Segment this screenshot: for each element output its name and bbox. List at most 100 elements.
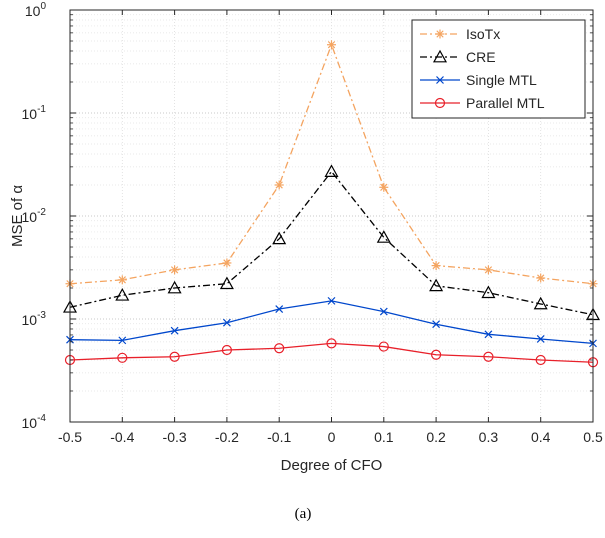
marker-x-stroke: [327, 296, 336, 305]
data-point-single-mtl: [275, 305, 284, 313]
data-point-parallel-mtl: [431, 349, 442, 360]
data-point-single-mtl: [118, 336, 127, 345]
marker-triangle: [219, 276, 234, 290]
data-point-cre: [533, 296, 548, 310]
data-point-single-mtl: [327, 296, 336, 305]
data-point-single-mtl: [379, 307, 388, 316]
marker-asterisk-stroke: [484, 266, 493, 274]
data-point-single-mtl: [222, 318, 231, 327]
marker-circle: [483, 351, 494, 362]
series-layer: [62, 40, 601, 368]
data-point-isotx: [170, 265, 180, 275]
data-point-parallel-mtl: [326, 338, 337, 349]
legend-marker-isotx: [435, 29, 445, 39]
data-point-cre: [324, 164, 339, 177]
marker-triangle: [272, 231, 287, 245]
marker-x-stroke: [432, 320, 441, 329]
marker-circle: [535, 354, 546, 366]
x-tick-label: -0.5: [58, 429, 82, 445]
marker-circle: [117, 352, 128, 363]
marker-asterisk-stroke: [118, 276, 126, 284]
x-tick-label: 0.3: [479, 429, 499, 445]
x-tick-label: -0.3: [163, 429, 187, 445]
legend-label-isotx: IsoTx: [466, 26, 500, 42]
data-point-cre: [429, 278, 444, 292]
data-point-isotx: [483, 265, 493, 275]
marker-circle: [274, 343, 285, 354]
legend-label-single-mtl: Single MTL: [466, 72, 537, 88]
legend-item-single-mtl: Single MTL: [420, 72, 537, 88]
data-point-parallel-mtl: [274, 343, 285, 354]
data-point-single-mtl: [484, 330, 493, 339]
legend-marker-parallel-mtl: [434, 97, 446, 109]
data-point-parallel-mtl: [535, 354, 546, 366]
y-tick-label: 10-1: [22, 104, 47, 122]
figure-caption: (a): [295, 506, 312, 522]
series-parallel-mtl: [64, 338, 599, 368]
marker-asterisk-stroke: [327, 41, 336, 49]
legend-marker-single-mtl: [436, 76, 444, 84]
marker-circle: [378, 341, 389, 352]
x-tick-label: -0.2: [215, 429, 239, 445]
x-tick-label: 0.1: [374, 429, 394, 445]
marker-asterisk-stroke: [170, 266, 179, 274]
marker-circle: [169, 351, 180, 362]
series-cre: [62, 164, 601, 321]
data-point-cre: [167, 280, 182, 294]
data-point-parallel-mtl: [378, 341, 389, 352]
marker-triangle: [324, 164, 339, 177]
marker-x-stroke: [379, 307, 388, 316]
marker-asterisk-stroke: [380, 183, 388, 191]
y-axis-title: MSE of α: [9, 185, 26, 247]
legend-box: [411, 19, 586, 119]
legend-item-parallel-mtl: Parallel MTL: [420, 95, 545, 111]
data-point-isotx: [274, 180, 284, 190]
marker-x-stroke: [484, 330, 493, 339]
data-point-isotx: [222, 258, 232, 268]
data-point-single-mtl: [432, 320, 441, 329]
legend-label-parallel-mtl: Parallel MTL: [466, 95, 545, 111]
x-tick-label: 0: [328, 429, 336, 445]
marker-triangle: [429, 278, 444, 292]
marker-x-stroke: [436, 76, 444, 84]
legend-item-cre: CRE: [420, 49, 496, 65]
legend-marker-cre: [432, 49, 448, 63]
legend-item-isotx: IsoTx: [420, 26, 500, 42]
data-point-single-mtl: [170, 326, 179, 335]
x-tick-label: -0.1: [267, 429, 291, 445]
x-tick-label: 0.5: [583, 429, 603, 445]
y-tick-label: 10-4: [22, 413, 47, 431]
data-point-single-mtl: [536, 335, 545, 343]
marker-x-stroke: [170, 326, 179, 335]
marker-asterisk-stroke: [436, 30, 444, 38]
data-point-isotx: [431, 261, 441, 271]
data-point-parallel-mtl: [169, 351, 180, 362]
marker-triangle: [533, 296, 548, 310]
y-tick-label: 100: [25, 1, 47, 19]
data-point-isotx: [117, 275, 127, 285]
data-point-cre: [219, 276, 234, 290]
marker-triangle: [481, 285, 496, 299]
marker-circle: [434, 97, 446, 109]
marker-asterisk-stroke: [223, 259, 231, 267]
y-tick-label: 10-2: [22, 207, 47, 225]
marker-asterisk-stroke: [537, 274, 545, 282]
marker-circle: [326, 338, 337, 349]
marker-circle: [221, 344, 232, 356]
data-point-cre: [376, 230, 391, 243]
legend: IsoTx CRE Single MTL Parallel MTL: [411, 19, 586, 119]
marker-triangle: [432, 49, 448, 63]
data-point-parallel-mtl: [221, 344, 232, 356]
marker-asterisk-stroke: [432, 261, 440, 270]
series-single-mtl: [66, 296, 597, 348]
marker-x-stroke: [536, 335, 545, 343]
marker-x-stroke: [118, 336, 127, 345]
series-line-parallel-mtl: [69, 342, 594, 363]
data-point-isotx: [327, 40, 336, 50]
marker-x-stroke: [275, 305, 284, 313]
y-tick-label: 10-3: [22, 310, 47, 328]
marker-triangle: [167, 280, 182, 294]
data-point-parallel-mtl: [117, 352, 128, 363]
